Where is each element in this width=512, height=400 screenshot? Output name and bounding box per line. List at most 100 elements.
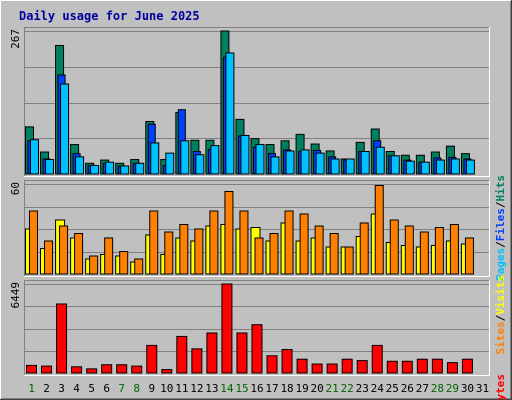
bar-kbytes-day-2 [41,365,53,374]
bar-sites-day-23 [359,222,369,275]
bar-kbytes-day-22 [341,358,353,374]
bar-pages-day-4 [75,156,85,175]
bar-kbytes-day-8 [131,365,143,374]
bar-sites-day-7 [119,251,129,275]
legend-item: KBytes [494,374,507,400]
bar-kbytes-day-7 [116,364,128,374]
bar-pages-day-30 [465,159,475,175]
legend-item: Sites [494,321,507,354]
bar-kbytes-day-9 [146,344,158,374]
bar-kbytes-day-18 [281,349,293,374]
bar-pages-day-19 [300,149,310,175]
bar-pages-day-1 [30,139,39,175]
bar-sites-day-3 [59,225,69,275]
bar-pages-day-15 [240,134,250,175]
day-label: 5 [88,382,95,395]
y-max-label: 267 [9,29,22,49]
bar-pages-day-27 [420,161,430,175]
bar-pages-day-16 [255,144,265,175]
bar-kbytes-day-3 [56,303,68,374]
bar-pages-day-17 [270,156,280,175]
bar-sites-day-29 [449,224,459,275]
bar-sites-day-6 [104,237,114,275]
bar-sites-day-18 [284,210,294,275]
bar-sites-day-13 [209,210,219,275]
bar-sites-day-17 [269,233,279,275]
bar-kbytes-day-23 [356,360,368,374]
day-label: 9 [148,382,155,395]
bar-pages-day-18 [285,150,295,175]
bar-sites-day-16 [254,237,264,275]
bar-pages-day-21 [330,158,340,175]
bar-sites-day-19 [299,213,309,275]
bar-pages-day-13 [210,145,220,175]
bar-kbytes-day-5 [86,368,98,374]
bar-sites-day-12 [194,228,204,275]
bar-sites-day-20 [314,225,324,275]
day-label: 26 [401,382,414,395]
legend-item: Hits [494,175,507,202]
bar-pages-day-14 [225,52,235,175]
bar-kbytes-day-21 [326,363,338,374]
y-max-label: 60 [9,182,22,195]
bar-kbytes-day-10 [161,369,173,374]
bar-pages-day-25 [390,155,400,175]
day-label: 4 [73,382,80,395]
bar-pages-day-7 [120,165,130,175]
bar-sites-day-22 [344,246,354,275]
day-label: 2 [43,382,50,395]
bar-pages-day-26 [405,160,415,175]
legend-hits-files-pages: Pages/Files/Hits [494,175,507,281]
day-label: 30 [461,382,474,395]
bar-kbytes-day-29 [446,362,458,374]
day-label: 11 [175,382,188,395]
day-label: 16 [250,382,263,395]
legend-item: Files [494,208,507,241]
bar-sites-day-25 [389,219,399,275]
bar-pages-day-22 [345,158,355,175]
bar-kbytes-day-13 [206,332,218,374]
bar-sites-day-9 [149,210,159,275]
bar-sites-day-30 [464,237,474,275]
day-label: 6 [103,382,110,395]
bar-sites-day-8 [134,258,144,275]
bar-sites-day-27 [419,231,429,275]
bar-sites-day-5 [89,255,99,275]
bar-kbytes-day-12 [191,348,203,374]
bar-pages-day-5 [90,164,100,175]
day-axis: 1 2 3 4 5 6 7 8 9 10 11 12 13 14 15 16 17 18 19 20 21 22 23 24 2… [28,382,489,395]
bar-pages-day-20 [315,152,325,175]
bar-pages-day-2 [45,159,55,175]
bar-kbytes-day-30 [461,358,473,374]
day-label: 15 [235,382,248,395]
bar-kbytes-day-17 [266,355,278,374]
bar-kbytes-day-11 [176,335,188,374]
legend-item: / [494,314,507,321]
legend-item: / [494,241,507,248]
day-label: 18 [280,382,293,395]
day-label: 27 [416,382,429,395]
day-label: 7 [118,382,125,395]
bar-sites-day-11 [179,224,189,275]
legend-item: / [494,201,507,208]
bar-pages-day-12 [195,154,205,175]
bar-kbytes-day-27 [416,358,428,374]
day-label: 20 [311,382,324,395]
bar-kbytes-day-4 [71,366,83,374]
bar-pages-day-6 [105,161,115,175]
y-max-label: 6449 [9,282,22,309]
day-label: 14 [220,382,234,395]
bar-kbytes-day-20 [311,363,323,374]
day-label: 28 [431,382,444,395]
bar-pages-day-11 [180,140,190,175]
bar-pages-day-29 [450,158,460,175]
day-label: 23 [356,382,369,395]
legend-item: Pages [494,248,507,281]
bar-sites-day-4 [74,233,84,275]
bar-sites-day-14 [224,191,234,275]
bar-kbytes-day-24 [371,344,383,374]
day-label: 12 [190,382,203,395]
